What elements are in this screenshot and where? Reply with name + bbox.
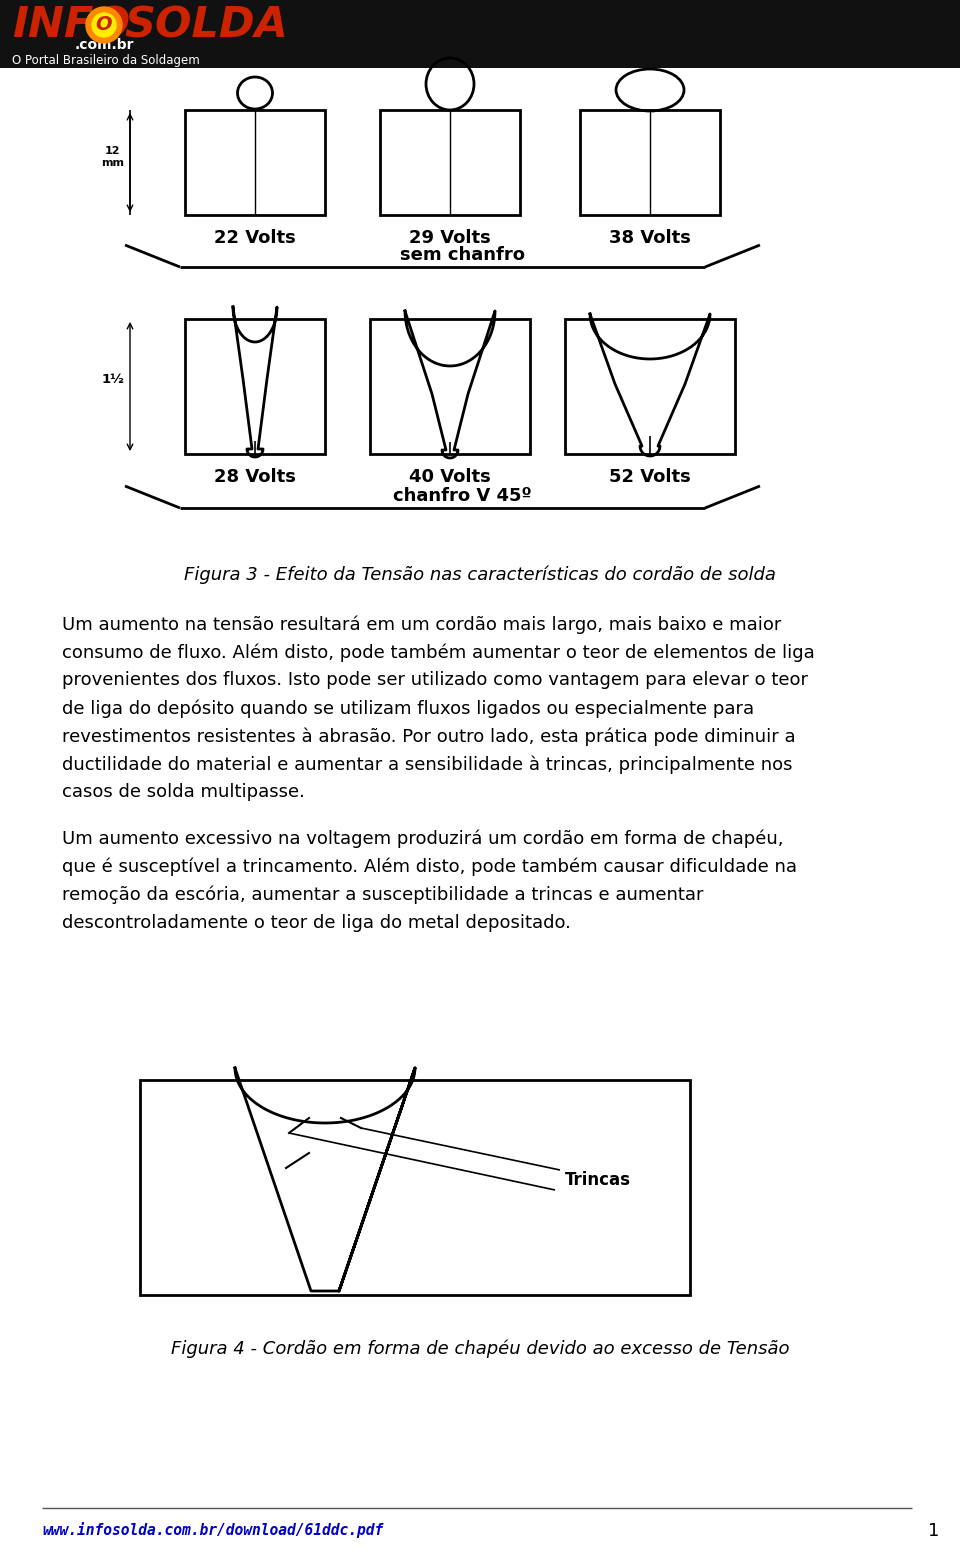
Text: 28 Volts: 28 Volts — [214, 467, 296, 486]
Text: 1: 1 — [928, 1522, 940, 1540]
Text: revestimentos resistentes à abrasão. Por outro lado, esta prática pode diminuir : revestimentos resistentes à abrasão. Por… — [62, 727, 796, 746]
Circle shape — [92, 13, 116, 38]
Text: 38 Volts: 38 Volts — [609, 230, 691, 247]
Text: Um aumento excessivo na voltagem produzirá um cordão em forma de chapéu,: Um aumento excessivo na voltagem produzi… — [62, 830, 783, 849]
Text: INFO: INFO — [12, 5, 130, 47]
Text: provenientes dos fluxos. Isto pode ser utilizado como vantagem para elevar o teo: provenientes dos fluxos. Isto pode ser u… — [62, 671, 808, 689]
Text: que é susceptível a trincamento. Além disto, pode também causar dificuldade na: que é susceptível a trincamento. Além di… — [62, 858, 797, 877]
Text: chanfro V 45º: chanfro V 45º — [394, 488, 532, 505]
Text: descontroladamente o teor de liga do metal depositado.: descontroladamente o teor de liga do met… — [62, 914, 571, 932]
Text: 52 Volts: 52 Volts — [610, 467, 691, 486]
Text: O Portal Brasileiro da Soldagem: O Portal Brasileiro da Soldagem — [12, 55, 200, 67]
Text: O: O — [96, 16, 112, 34]
Text: Trincas: Trincas — [565, 1171, 631, 1189]
Text: www.infosolda.com.br/download/61ddc.pdf: www.infosolda.com.br/download/61ddc.pdf — [42, 1522, 383, 1538]
Bar — [185, 109, 325, 216]
Bar — [370, 319, 530, 453]
Text: 1½: 1½ — [101, 374, 124, 386]
Text: Figura 3 - Efeito da Tensão nas características do cordão de solda: Figura 3 - Efeito da Tensão nas caracter… — [184, 564, 776, 583]
Text: ductilidade do material e aumentar a sensibilidade à trincas, principalmente nos: ductilidade do material e aumentar a sen… — [62, 755, 793, 774]
Text: SOLDA: SOLDA — [124, 5, 288, 47]
Bar — [0, 0, 960, 69]
Bar — [565, 319, 735, 453]
Text: remoção da escória, aumentar a susceptibilidade a trincas e aumentar: remoção da escória, aumentar a susceptib… — [62, 886, 704, 905]
Text: 29 Volts: 29 Volts — [409, 230, 491, 247]
Text: 40 Volts: 40 Volts — [409, 467, 491, 486]
Text: 22 Volts: 22 Volts — [214, 230, 296, 247]
Circle shape — [86, 6, 122, 44]
Text: Um aumento na tensão resultará em um cordão mais largo, mais baixo e maior: Um aumento na tensão resultará em um cor… — [62, 614, 781, 633]
Bar — [580, 109, 720, 216]
Bar — [380, 109, 520, 216]
Text: 12
mm: 12 mm — [101, 147, 124, 169]
Text: Figura 4 - Cordão em forma de chapéu devido ao excesso de Tensão: Figura 4 - Cordão em forma de chapéu dev… — [171, 1339, 789, 1358]
Text: de liga do depósito quando se utilizam fluxos ligados ou especialmente para: de liga do depósito quando se utilizam f… — [62, 699, 755, 717]
Bar — [140, 1080, 690, 1296]
Text: consumo de fluxo. Além disto, pode também aumentar o teor de elementos de liga: consumo de fluxo. Além disto, pode també… — [62, 642, 815, 661]
Text: sem chanfro: sem chanfro — [400, 245, 525, 264]
Text: casos de solda multipasse.: casos de solda multipasse. — [62, 783, 305, 800]
Bar — [185, 319, 325, 453]
Text: .com.br: .com.br — [74, 38, 133, 52]
